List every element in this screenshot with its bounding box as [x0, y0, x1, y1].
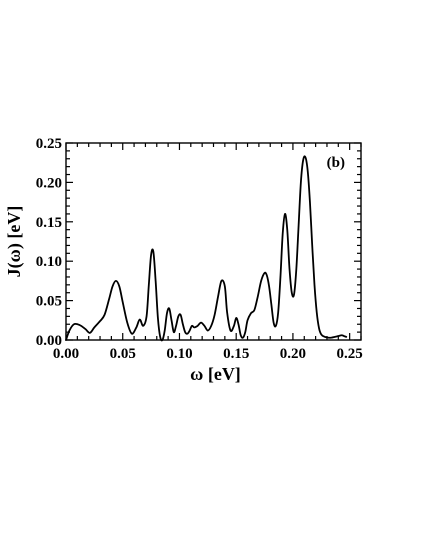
y-axis-tick-labels: 0.00 0.05 0.10 0.15 0.20 0.25: [36, 136, 62, 349]
spectral-density-line: [65, 155, 348, 342]
y-axis-ticks: [66, 142, 361, 341]
x-tick-label: 0.20: [280, 346, 306, 362]
x-tick-label: 0.10: [166, 346, 192, 362]
y-tick-label: 0.05: [36, 294, 62, 310]
x-axis-label: ω [eV]: [190, 364, 241, 384]
y-tick-label: 0.15: [36, 215, 62, 231]
x-tick-label: 0.25: [337, 346, 363, 362]
x-tick-label: 0.00: [53, 346, 79, 362]
y-tick-label: 0.20: [36, 175, 62, 191]
y-tick-label: 0.10: [36, 254, 62, 270]
x-tick-label: 0.05: [110, 346, 136, 362]
x-axis-ticks: [65, 143, 362, 340]
x-axis-tick-labels: 0.00 0.05 0.10 0.15 0.20 0.25: [53, 346, 363, 362]
x-tick-label: 0.15: [223, 346, 249, 362]
y-tick-label: 0.00: [36, 333, 62, 349]
panel-label: (b): [327, 155, 345, 171]
y-tick-label: 0.25: [36, 136, 62, 152]
y-axis-label: J(ω) [eV]: [4, 206, 25, 278]
